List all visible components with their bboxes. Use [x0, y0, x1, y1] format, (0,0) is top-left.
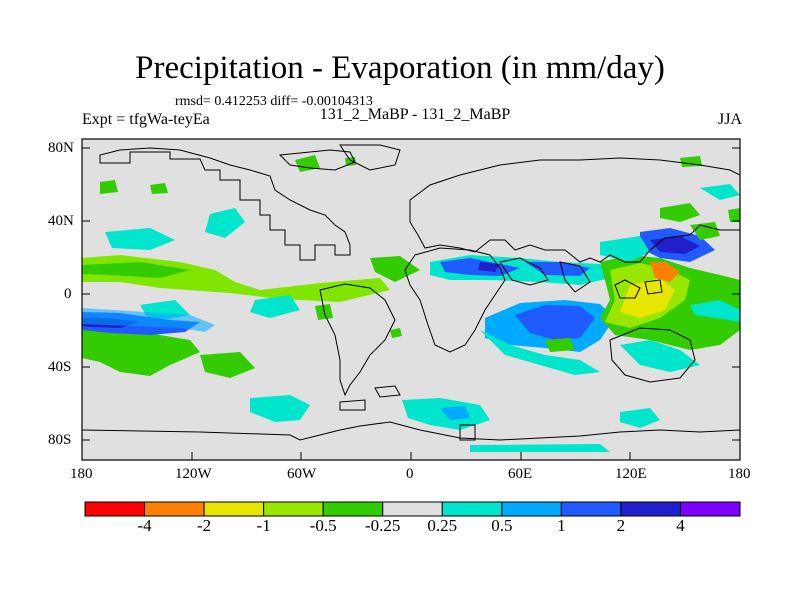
colorbar-swatch [441, 501, 503, 517]
colorbar-label: -4 [137, 516, 152, 535]
colorbar-swatch [679, 501, 741, 517]
lon-tick-180w: 180 [70, 466, 93, 482]
colorbar-swatch [203, 501, 265, 517]
comparison-label: 131_2_MaBP - 131_2_MaBP [319, 106, 511, 123]
lat-tick-40n: 40N [48, 213, 74, 229]
lat-tick-40s: 40S [48, 359, 72, 375]
lon-tick-60e: 60E [508, 466, 533, 482]
colorbar-label: -2 [196, 516, 212, 535]
colorbar-label: -1 [256, 516, 271, 535]
colorbar [84, 501, 741, 517]
lat-tick-80n: 80N [48, 140, 74, 156]
lon-tick-180e: 180 [728, 466, 751, 482]
colorbar-swatch [560, 501, 622, 517]
stats-text: rmsd= 0.412253 diff= -0.00104313 [175, 94, 373, 109]
colorbar-label: -0.25 [365, 516, 401, 535]
colorbar-swatch [382, 501, 443, 517]
season-label: JJA [717, 111, 742, 128]
colorbar-swatch [84, 501, 146, 517]
colorbar-label: -0.5 [309, 516, 337, 535]
map-title: Precipitation - Evaporation (in mm/day) [135, 50, 665, 86]
colorbar-swatch [501, 501, 562, 517]
lon-tick-120e: 120E [615, 466, 647, 482]
lon-tick-0: 0 [406, 466, 414, 482]
colorbar-label: 1 [557, 516, 566, 535]
colorbar-label: 4 [676, 516, 685, 535]
lat-tick-0: 0 [64, 286, 72, 302]
colorbar-swatch [144, 501, 205, 517]
colorbar-label: 0.5 [491, 516, 513, 535]
colorbar-label: 0.25 [427, 516, 458, 535]
lon-tick-60w: 60W [287, 466, 317, 482]
lon-tick-120w: 120W [175, 466, 212, 482]
map-field [82, 139, 740, 460]
x-ticks [81, 452, 741, 460]
colorbar-swatch [263, 501, 324, 517]
colorbar-label: 2 [616, 516, 626, 535]
y-ticks [82, 147, 740, 441]
coastlines [82, 144, 740, 441]
lat-tick-80s: 80S [48, 432, 72, 448]
experiment-label: Expt = tfgWa-teyEa [82, 111, 210, 128]
colorbar-swatch [322, 501, 384, 517]
colorbar-swatch [620, 501, 681, 517]
